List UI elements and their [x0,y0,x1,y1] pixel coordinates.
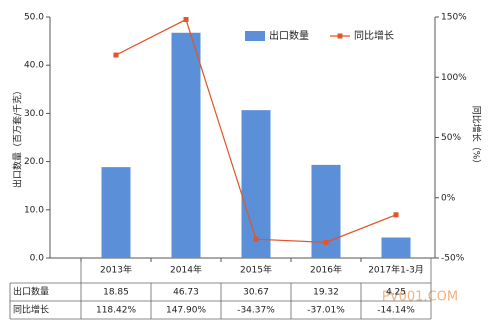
y-tick-label: 20.0 [24,157,44,167]
y-tick-label: 50.0 [24,13,44,23]
table-cell: 19.32 [313,288,339,298]
y2-axis-title: 同比增长（%） [471,106,483,169]
table-cell: 147.90% [166,306,206,316]
legend-label: 出口数量 [269,29,309,42]
line-marker [393,212,399,218]
y2-tick-label: 100% [441,73,467,83]
y-tick-label: 10.0 [24,205,44,215]
line-marker [323,239,329,245]
table-cell: 46.73 [173,288,199,298]
x-tick-label: 2014年 [170,264,202,276]
y2-tick-label: 0% [441,193,456,203]
table-cell: -34.37% [237,306,275,316]
bar [101,167,131,258]
table-row-label: 出口数量 [13,286,49,298]
line-marker [253,236,259,242]
table-cell: -14.14% [377,306,415,316]
table-cell: 118.42% [96,306,136,316]
line-marker [183,17,189,23]
x-tick-label: 2015年 [240,264,272,276]
table-cell: 4.25 [386,288,406,298]
x-tick-label: 2016年 [310,264,342,276]
bar [381,237,411,258]
y2-tick-label: 150% [441,13,467,23]
y-tick-label: 40.0 [24,61,44,71]
y-axis-title: 出口数量（百万套/千克） [12,86,24,188]
y-tick-label: 0.0 [30,254,45,264]
table-row-label: 同比增长 [13,304,49,316]
x-tick-label: 2017年1-3月 [368,264,424,276]
table-cell: 30.67 [243,288,269,298]
line-marker [113,52,119,58]
legend-swatch [337,33,343,39]
bar [171,32,201,258]
y-tick-label: 30.0 [24,109,44,119]
x-tick-label: 2013年 [100,264,132,276]
y2-tick-label: -50% [441,254,465,264]
table-cell: 18.85 [103,288,129,298]
bar [241,110,271,259]
table-cell: -37.01% [307,306,345,316]
legend-label: 同比增长 [354,29,394,42]
legend-swatch [245,31,265,41]
y2-tick-label: 50% [441,133,461,143]
